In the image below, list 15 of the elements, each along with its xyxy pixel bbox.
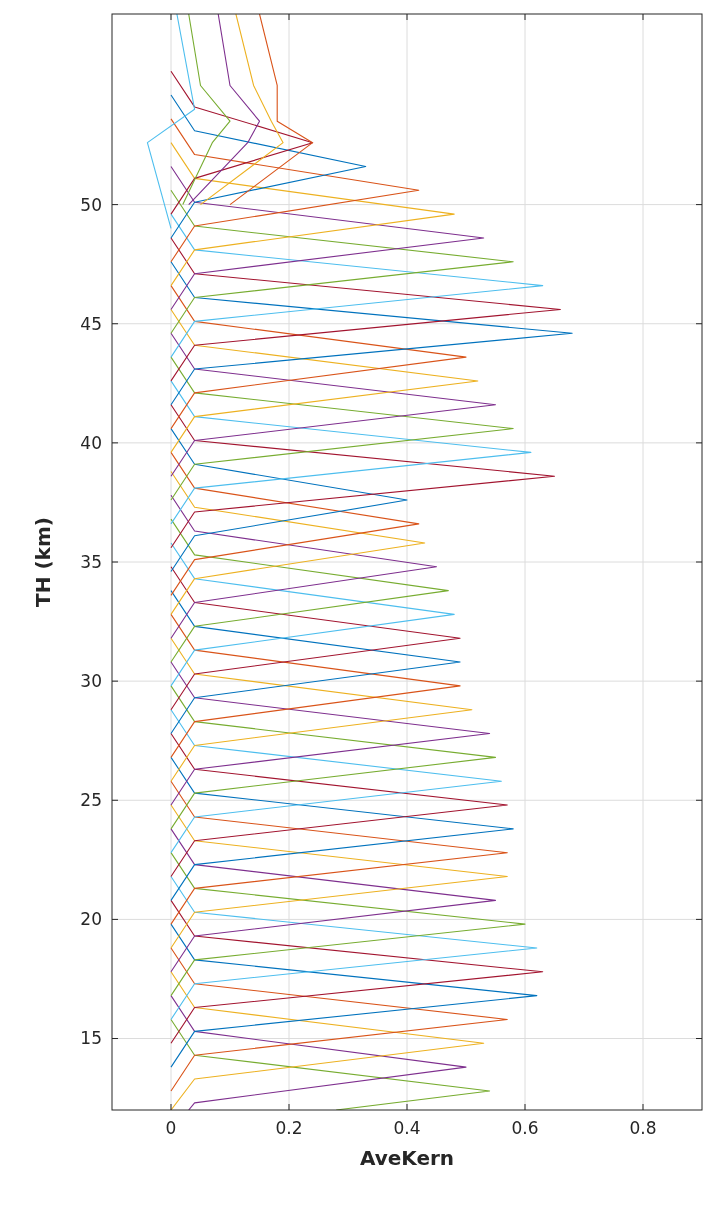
y-tick-label: 25	[80, 790, 102, 811]
y-tick-label: 20	[80, 909, 102, 930]
y-axis-title: TH (km)	[31, 517, 55, 607]
x-tick-label: 0.6	[511, 1118, 539, 1138]
y-tick-label: 40	[80, 432, 102, 453]
y-tick-label: 50	[80, 194, 102, 215]
y-tick-label: 30	[80, 671, 102, 692]
x-tick-label: 0.8	[629, 1118, 657, 1138]
y-tick-label: 45	[80, 313, 102, 334]
y-tick-label: 35	[80, 551, 102, 572]
x-tick-label: 0.4	[393, 1118, 421, 1138]
x-axis-title: AveKern	[359, 1146, 455, 1170]
y-tick-label: 15	[80, 1028, 102, 1049]
x-tick-label: 0.2	[275, 1118, 303, 1138]
x-tick-label: 0	[165, 1118, 177, 1138]
